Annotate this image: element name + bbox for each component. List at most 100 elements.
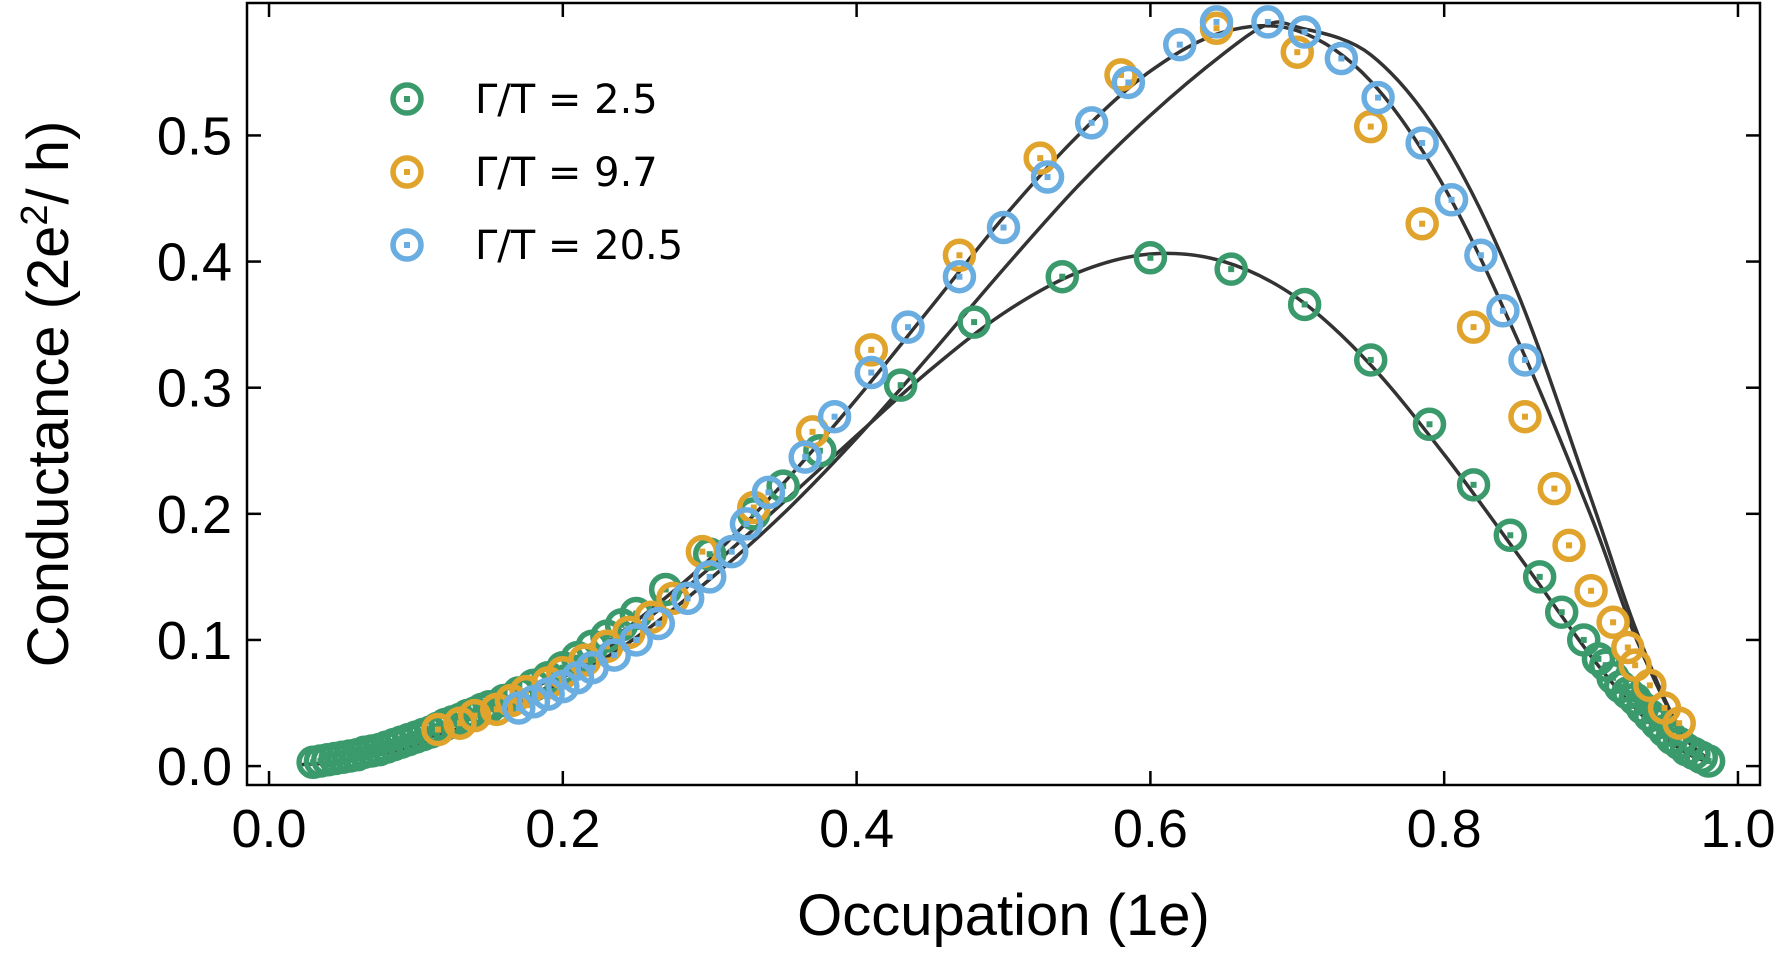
data-point-center <box>1536 573 1543 580</box>
y-axis-title-tail: / h) <box>16 121 81 205</box>
y-tick-label: 0.4 <box>157 233 232 293</box>
data-point-center <box>1044 174 1051 181</box>
data-point-center <box>743 520 750 527</box>
data-point-center <box>1588 587 1595 594</box>
data-point <box>612 615 646 650</box>
data-point-center <box>1558 609 1565 616</box>
data-point-center <box>1654 720 1661 727</box>
y-tick-label: 0.0 <box>157 737 232 797</box>
data-point-center <box>1301 29 1308 36</box>
data-points <box>296 5 1726 780</box>
data-point-center <box>1624 644 1631 651</box>
data-point <box>986 210 1021 245</box>
data-point-center <box>1264 18 1271 25</box>
data-point <box>692 560 727 594</box>
data-point <box>1214 252 1248 286</box>
data-point-center <box>1705 758 1712 765</box>
x-tick-label: 0.8 <box>1407 799 1482 859</box>
data-point <box>1522 560 1557 594</box>
data-point <box>1287 15 1322 49</box>
data-point <box>1405 126 1439 160</box>
data-point <box>957 305 991 339</box>
data-point-center <box>1595 655 1602 662</box>
legend-label: Γ/T = 2.5 <box>475 77 658 123</box>
data-point-center <box>1624 689 1631 696</box>
series-2-points <box>421 11 1696 747</box>
data-point <box>1574 574 1608 608</box>
data-point-center <box>655 620 662 627</box>
data-point <box>1199 5 1234 39</box>
data-point-center <box>1228 266 1235 273</box>
data-point-center <box>1632 662 1639 669</box>
data-point-center <box>684 595 691 602</box>
data-point <box>1405 206 1439 241</box>
fit-curve <box>356 23 1710 762</box>
data-point <box>597 638 631 672</box>
data-point <box>788 440 822 474</box>
data-point <box>1074 106 1109 140</box>
data-point-center <box>581 657 588 664</box>
data-point <box>1596 605 1630 640</box>
data-point-center <box>956 273 963 280</box>
data-point-center <box>1566 542 1573 549</box>
data-point <box>421 712 455 747</box>
data-point-center <box>699 548 706 555</box>
data-point-center <box>1419 220 1426 227</box>
data-point-center <box>1507 532 1514 539</box>
data-point-center <box>802 454 809 461</box>
data-point <box>751 475 786 510</box>
data-point-center <box>1125 79 1132 86</box>
legend-marker-center <box>404 169 410 175</box>
data-point <box>1486 294 1520 328</box>
data-point <box>1456 468 1491 502</box>
data-point <box>891 310 925 344</box>
data-point-center <box>905 324 912 331</box>
data-point-center <box>868 369 875 376</box>
data-point-center <box>1617 683 1624 690</box>
data-point-center <box>765 489 772 496</box>
legend-label: Γ/T = 20.5 <box>475 223 683 269</box>
data-point <box>854 333 889 367</box>
data-point-center <box>956 252 963 259</box>
data-point <box>1361 80 1395 115</box>
data-point <box>1324 41 1359 76</box>
data-point-center <box>1118 71 1125 78</box>
data-point-center <box>1610 619 1617 626</box>
data-point <box>729 507 764 541</box>
legend-marker-center <box>404 242 410 248</box>
data-point <box>1287 287 1322 322</box>
data-point-center <box>1294 49 1301 56</box>
data-point-center <box>1668 735 1675 742</box>
y-axis-title-main: Conductance (2e <box>16 226 81 668</box>
data-point-center <box>574 654 581 661</box>
data-point-center <box>1338 55 1345 62</box>
y-tick-label: 0.3 <box>157 359 232 419</box>
x-axis-title: Occupation (1e) <box>797 883 1210 948</box>
y-tick-label: 0.1 <box>157 611 232 671</box>
data-point-center <box>1470 324 1477 331</box>
data-point-center <box>434 726 441 733</box>
data-point-center <box>1676 720 1683 727</box>
data-point-center <box>728 548 735 555</box>
data-point-center <box>1367 123 1374 130</box>
data-point <box>1133 241 1168 275</box>
x-tick-label: 0.6 <box>1113 799 1188 859</box>
data-point <box>1456 310 1491 344</box>
data-point-center <box>1470 481 1477 488</box>
y-axis-title: Conductance (2e2/ h) <box>14 121 81 668</box>
data-point <box>1023 141 1057 175</box>
data-point <box>641 606 676 641</box>
x-tick-label: 1.0 <box>1700 799 1775 859</box>
data-point <box>1633 668 1667 703</box>
data-point <box>1434 183 1469 217</box>
data-point-center <box>1176 41 1183 48</box>
x-tick-label: 0.2 <box>525 799 600 859</box>
data-point-center <box>1059 273 1066 280</box>
x-tick-label: 0.4 <box>819 799 894 859</box>
data-point <box>619 623 654 657</box>
data-point-center <box>1147 254 1154 261</box>
data-point-center <box>493 706 500 713</box>
legend-marker <box>390 155 424 189</box>
data-point-center <box>1698 754 1705 761</box>
